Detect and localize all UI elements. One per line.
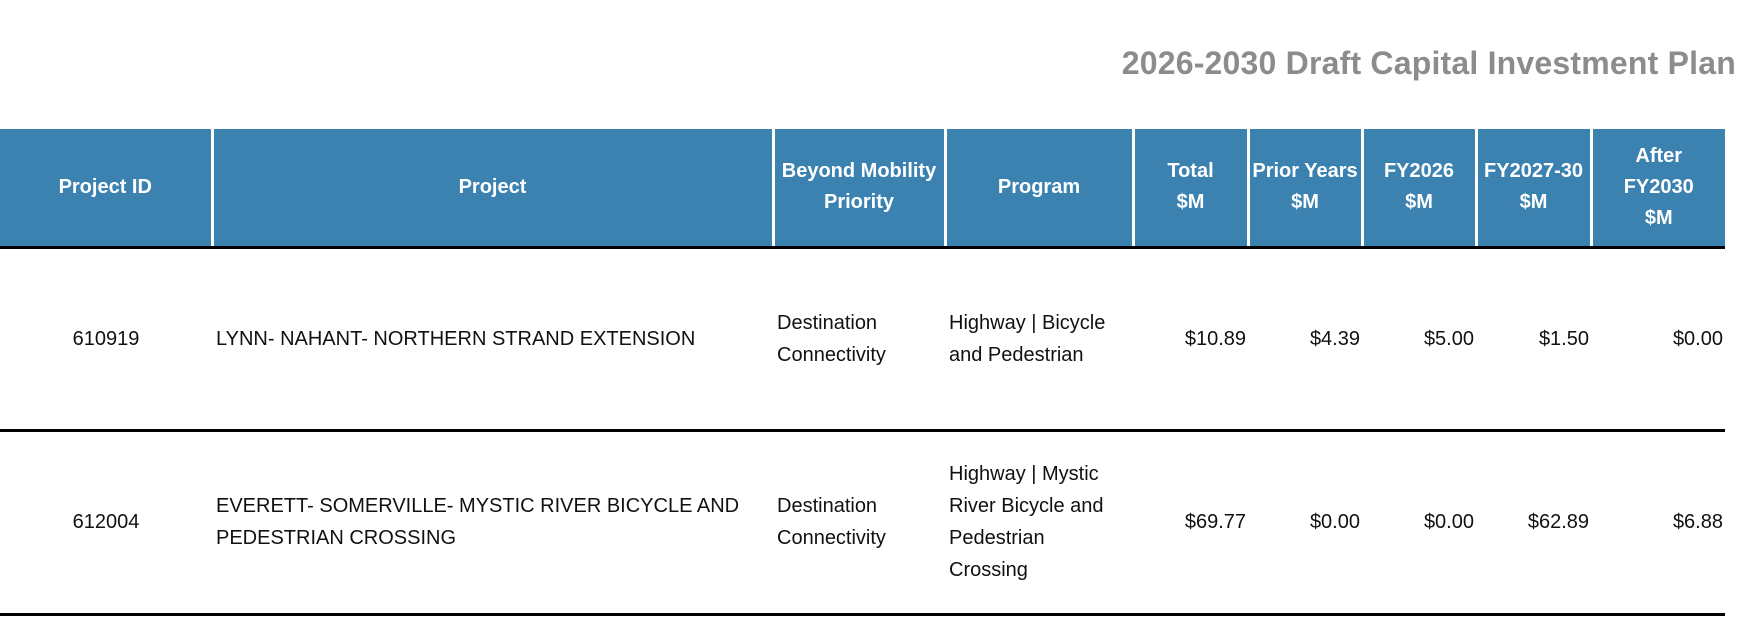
header-project-id: Project ID	[0, 129, 212, 249]
cell-project-id: 610919	[0, 247, 212, 432]
header-fy2027-30: FY2027-30 $M	[1474, 129, 1591, 249]
cell-total: $10.89	[1133, 247, 1248, 432]
header-project: Project	[210, 129, 773, 249]
header-total: Total $M	[1131, 129, 1248, 249]
table-header-row: Project ID Project Beyond Mobility Prior…	[0, 129, 1725, 249]
cell-program: Highway | Bicycle and Pedestrian	[945, 247, 1133, 432]
cell-fy2027-30: $62.89	[1476, 430, 1591, 616]
cell-project: EVERETT- SOMERVILLE- MYSTIC RIVER BICYCL…	[212, 430, 773, 616]
cell-priority: Destination Connectivity	[773, 247, 945, 432]
cell-after-fy2030: $6.88	[1591, 430, 1725, 616]
cell-project-id: 612004	[0, 430, 212, 616]
cell-fy2026: $0.00	[1362, 430, 1476, 616]
cell-prior-years: $4.39	[1248, 247, 1362, 432]
cell-program: Highway | Mystic River Bicycle and Pedes…	[945, 430, 1133, 616]
header-priority: Beyond Mobility Priority	[771, 129, 945, 249]
cell-project: LYNN- NAHANT- NORTHERN STRAND EXTENSION	[212, 247, 773, 432]
table-row: 610919 LYNN- NAHANT- NORTHERN STRAND EXT…	[0, 247, 1725, 432]
cell-fy2027-30: $1.50	[1476, 247, 1591, 432]
cell-after-fy2030: $0.00	[1591, 247, 1725, 432]
header-prior-years: Prior Years $M	[1246, 129, 1362, 249]
cell-fy2026: $5.00	[1362, 247, 1476, 432]
header-fy2026: FY2026 $M	[1360, 129, 1476, 249]
page-title: 2026-2030 Draft Capital Investment Plan	[1121, 45, 1736, 81]
cell-total: $69.77	[1133, 430, 1248, 616]
table-row: 612004 EVERETT- SOMERVILLE- MYSTIC RIVER…	[0, 430, 1725, 616]
cell-prior-years: $0.00	[1248, 430, 1362, 616]
header-program: Program	[943, 129, 1133, 249]
cell-priority: Destination Connectivity	[773, 430, 945, 616]
capital-plan-table: Project ID Project Beyond Mobility Prior…	[0, 129, 1725, 616]
header-after-fy2030: After FY2030 $M	[1589, 129, 1725, 249]
